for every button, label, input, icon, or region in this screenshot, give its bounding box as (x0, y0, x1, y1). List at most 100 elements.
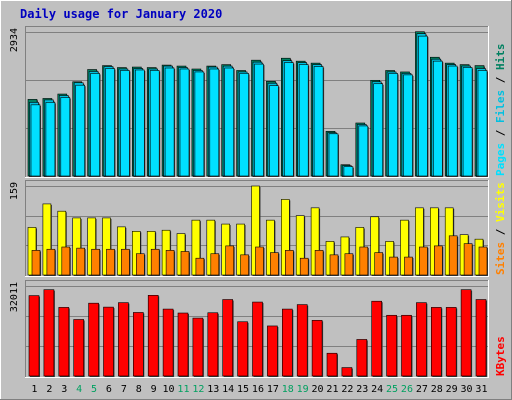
bar-kbytes-day-7 (118, 302, 130, 377)
bar-sites-day-14 (225, 245, 235, 276)
bar-sites-day-6 (106, 248, 116, 276)
bar-kbytes-day-2 (43, 289, 55, 377)
panel-max-label: 32011 (9, 282, 20, 312)
bar-kbytes-day-14-fill (222, 299, 233, 377)
bar-kbytes-day-30 (460, 289, 473, 377)
bar-kbytes-day-15-fill (237, 321, 248, 377)
bar-sites-day-31-fill (478, 246, 488, 276)
bar-kbytes-day-22 (341, 367, 353, 377)
bar-sites-day-13 (210, 253, 220, 276)
bar-pages-day-5-fill (90, 73, 100, 177)
bar-pages-day-21 (328, 133, 339, 177)
bar-sites-day-16-fill (255, 246, 264, 276)
bar-kbytes-day-24-fill (371, 300, 383, 377)
bar-kbytes-day-20 (311, 320, 324, 377)
bar-pages-day-27 (418, 35, 429, 178)
bar-sites-day-28-fill (433, 245, 443, 276)
bar-kbytes-day-23 (356, 339, 368, 377)
bar-kbytes-day-9-fill (147, 295, 159, 377)
bar-sites-day-23 (359, 246, 369, 276)
bar-kbytes-day-17-fill (267, 325, 278, 377)
bar-pages-day-24-fill (373, 83, 384, 177)
bar-pages-day-4-fill (75, 84, 85, 177)
bar-pages-day-9-fill (149, 70, 160, 177)
bar-pages-day-29 (447, 65, 459, 177)
bar-kbytes-day-13 (207, 312, 219, 377)
bar-sites-day-1 (31, 250, 41, 276)
bar-pages-day-22 (343, 166, 354, 177)
bar-sites-day-5 (91, 248, 101, 276)
day-label: 28 (431, 384, 443, 395)
bar-sites-day-26 (404, 256, 414, 276)
bar-kbytes-day-5 (88, 302, 100, 377)
bar-kbytes-day-14 (222, 299, 234, 377)
bar-kbytes-day-8-fill (133, 312, 144, 377)
bar-pages-day-19-fill (298, 64, 309, 177)
bar-sites-day-30 (463, 243, 474, 276)
bar-kbytes-day-30-fill (460, 289, 472, 377)
bar-sites-day-7-fill (121, 248, 130, 276)
bar-kbytes-day-22-fill (341, 367, 353, 377)
bar-pages-day-7-fill (120, 70, 130, 177)
legend-entry: / (494, 70, 507, 90)
bar-sites-day-3-fill (61, 246, 71, 276)
bar-kbytes-day-18 (281, 308, 294, 377)
bar-kbytes-day-25-fill (386, 314, 397, 377)
bar-kbytes-day-6-fill (103, 306, 114, 377)
bar-sites-day-26-fill (404, 256, 413, 276)
bar-pages-day-13 (209, 68, 220, 177)
bar-sites-day-27 (419, 246, 429, 276)
day-label: 14 (222, 384, 234, 395)
bar-kbytes-day-19-fill (296, 304, 308, 377)
bar-pages-day-28-fill (432, 60, 443, 177)
bar-kbytes-day-19 (296, 304, 309, 377)
legend-entry: / (494, 123, 507, 143)
legend-entry: Hits (494, 44, 507, 71)
bar-pages-day-20 (313, 66, 325, 177)
day-label: 29 (446, 384, 458, 395)
bar-pages-day-7 (120, 70, 131, 177)
day-label: 27 (416, 384, 428, 395)
bar-kbytes-day-6 (103, 306, 115, 377)
bar-kbytes-day-17 (267, 325, 279, 377)
bar-pages-day-25 (388, 73, 399, 177)
bar-sites-day-9-fill (150, 248, 160, 276)
bar-sites-day-19-fill (299, 257, 309, 276)
bar-sites-day-9 (150, 248, 161, 276)
legend-entry: / (494, 222, 507, 242)
bar-sites-day-29-fill (448, 235, 458, 276)
panel-legend: KBytes (494, 336, 507, 376)
day-label: 19 (297, 384, 309, 395)
bar-pages-day-8 (135, 69, 146, 177)
bar-pages-day-8-fill (135, 69, 145, 177)
day-label: 7 (121, 384, 127, 395)
bar-sites-day-20-fill (314, 250, 324, 276)
bar-kbytes-day-5-fill (88, 302, 99, 377)
bar-kbytes-day-28 (430, 307, 443, 377)
day-label: 12 (192, 384, 204, 395)
bar-kbytes-day-3 (58, 307, 70, 377)
day-label: 17 (267, 384, 279, 395)
bar-pages-day-12 (194, 71, 205, 177)
bar-pages-day-2-fill (45, 102, 56, 177)
day-label: 9 (151, 384, 157, 395)
legend-entry: KBytes (494, 336, 507, 376)
bar-sites-day-13-fill (210, 253, 220, 276)
bar-kbytes-day-24 (371, 300, 383, 377)
bar-pages-day-3 (60, 97, 71, 177)
bar-pages-day-25-fill (388, 73, 398, 177)
bar-kbytes-day-12 (192, 317, 204, 377)
bar-sites-day-31 (478, 246, 488, 276)
bar-pages-day-16 (254, 63, 265, 177)
bar-sites-day-14-fill (225, 245, 234, 276)
bar-pages-day-30 (462, 67, 474, 177)
bar-sites-day-10-fill (165, 250, 175, 276)
day-label: 20 (312, 384, 324, 395)
bar-sites-day-19 (299, 257, 310, 276)
bar-pages-day-20-fill (313, 66, 324, 177)
bar-sites-day-22-fill (344, 253, 354, 276)
day-label: 16 (252, 384, 264, 395)
bar-pages-day-19 (298, 64, 310, 177)
bar-pages-day-23-fill (358, 125, 369, 177)
bar-pages-day-27-fill (418, 35, 428, 177)
